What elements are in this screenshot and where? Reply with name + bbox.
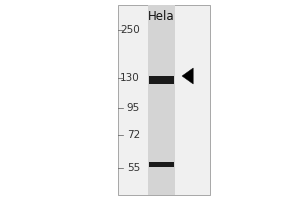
Bar xyxy=(148,5,175,195)
Text: 95: 95 xyxy=(127,103,140,113)
Bar xyxy=(149,76,174,84)
Text: 130: 130 xyxy=(120,73,140,83)
Bar xyxy=(149,162,174,167)
Text: Hela: Hela xyxy=(148,10,174,23)
Polygon shape xyxy=(182,68,193,84)
Text: 250: 250 xyxy=(120,25,140,35)
Text: 72: 72 xyxy=(127,130,140,140)
Text: 55: 55 xyxy=(127,163,140,173)
Bar xyxy=(118,5,210,195)
